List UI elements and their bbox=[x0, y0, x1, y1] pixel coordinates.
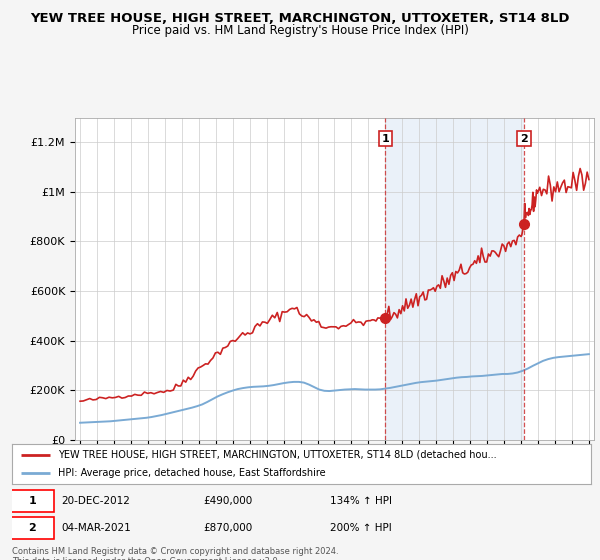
Text: 2: 2 bbox=[28, 523, 36, 533]
Text: HPI: Average price, detached house, East Staffordshire: HPI: Average price, detached house, East… bbox=[58, 468, 326, 478]
Text: £870,000: £870,000 bbox=[203, 523, 253, 533]
Text: 1: 1 bbox=[28, 496, 36, 506]
Text: YEW TREE HOUSE, HIGH STREET, MARCHINGTON, UTTOXETER, ST14 8LD: YEW TREE HOUSE, HIGH STREET, MARCHINGTON… bbox=[30, 12, 570, 25]
Text: 200% ↑ HPI: 200% ↑ HPI bbox=[331, 523, 392, 533]
Text: £490,000: £490,000 bbox=[203, 496, 253, 506]
Bar bbox=[385, 118, 524, 440]
FancyBboxPatch shape bbox=[11, 490, 54, 512]
Text: 134% ↑ HPI: 134% ↑ HPI bbox=[331, 496, 392, 506]
FancyBboxPatch shape bbox=[11, 517, 54, 539]
Text: 04-MAR-2021: 04-MAR-2021 bbox=[61, 523, 131, 533]
Text: Price paid vs. HM Land Registry's House Price Index (HPI): Price paid vs. HM Land Registry's House … bbox=[131, 24, 469, 36]
Text: 1: 1 bbox=[382, 134, 389, 144]
Text: Contains HM Land Registry data © Crown copyright and database right 2024.
This d: Contains HM Land Registry data © Crown c… bbox=[12, 547, 338, 560]
Text: YEW TREE HOUSE, HIGH STREET, MARCHINGTON, UTTOXETER, ST14 8LD (detached hou...: YEW TREE HOUSE, HIGH STREET, MARCHINGTON… bbox=[58, 450, 497, 460]
Text: 20-DEC-2012: 20-DEC-2012 bbox=[61, 496, 130, 506]
Text: 2: 2 bbox=[520, 134, 528, 144]
